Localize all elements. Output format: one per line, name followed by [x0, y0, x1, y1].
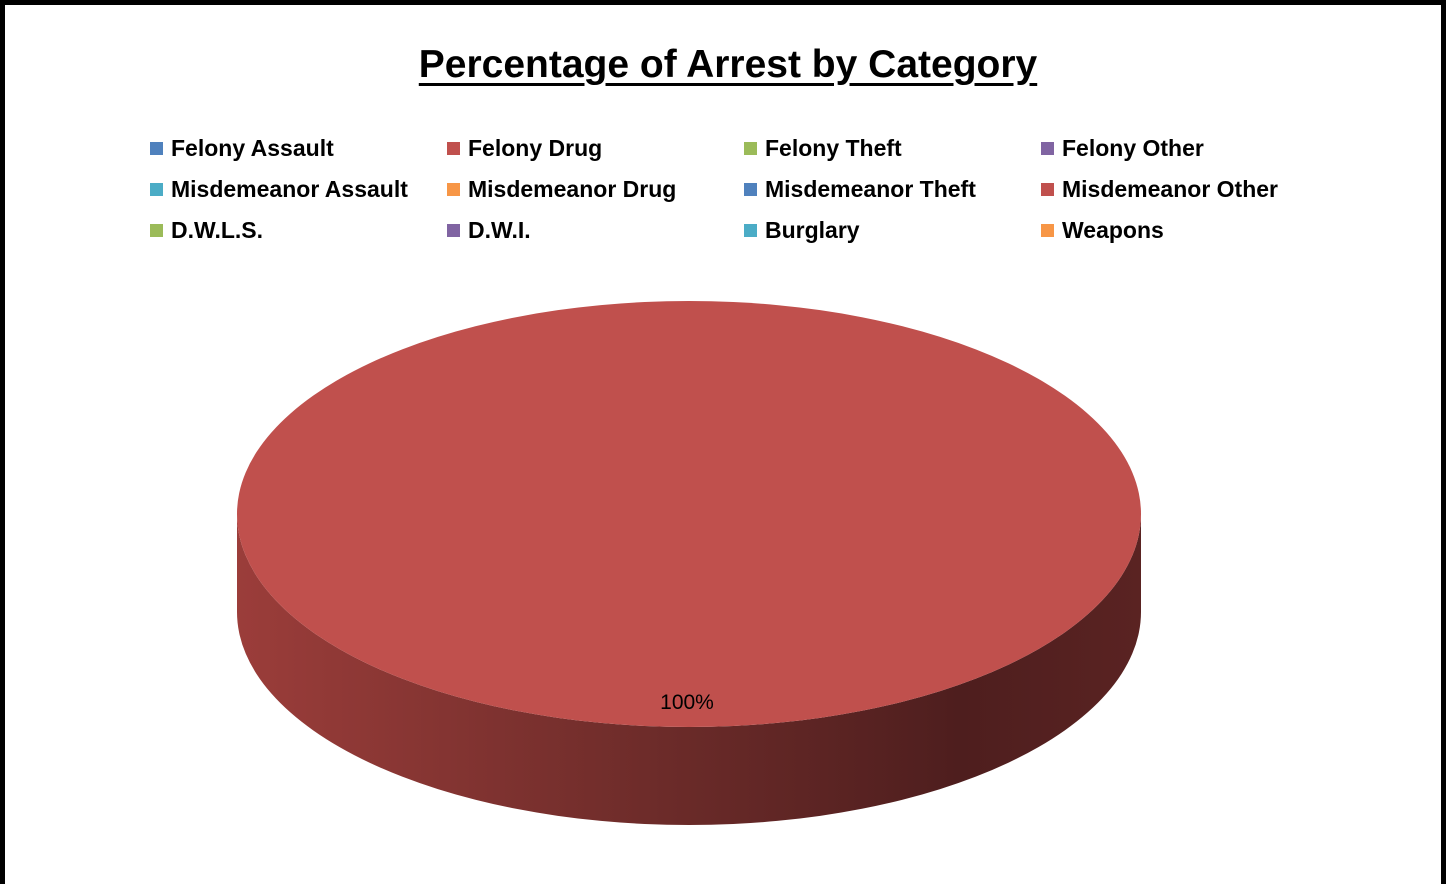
legend-label: Misdemeanor Other [1062, 175, 1278, 202]
legend-item: D.W.I. [447, 215, 531, 245]
legend-item: Felony Assault [150, 133, 334, 163]
legend-item: Weapons [1041, 215, 1164, 245]
legend-label: Burglary [765, 216, 860, 243]
data-label: 100% [660, 691, 714, 714]
legend-label: Weapons [1062, 216, 1164, 243]
legend-swatch [150, 223, 163, 237]
legend-item: Misdemeanor Assault [150, 174, 408, 204]
legend-item: D.W.L.S. [150, 215, 263, 245]
legend-swatch [447, 141, 460, 155]
legend-swatch [1041, 182, 1054, 196]
pie-chart: 100% [237, 301, 1141, 825]
legend-label: Felony Theft [765, 134, 902, 161]
pie-slice [237, 301, 1141, 727]
chart-title: Percentage of Arrest by Category [418, 43, 1038, 86]
legend-swatch [744, 141, 757, 155]
legend-item: Burglary [744, 215, 860, 245]
legend-item: Felony Drug [447, 133, 602, 163]
legend-swatch [744, 182, 757, 196]
legend-swatch [744, 223, 757, 237]
legend-item: Misdemeanor Drug [447, 174, 676, 204]
legend-item: Misdemeanor Theft [744, 174, 976, 204]
legend-label: Felony Other [1062, 134, 1204, 161]
legend-label: D.W.L.S. [171, 216, 263, 243]
legend-label: Felony Assault [171, 134, 334, 161]
legend-swatch [447, 223, 460, 237]
legend-swatch [150, 182, 163, 196]
legend-label: Felony Drug [468, 134, 603, 161]
legend-label: Misdemeanor Theft [765, 175, 976, 202]
legend-item: Misdemeanor Other [1041, 174, 1278, 204]
legend-label: Misdemeanor Drug [468, 175, 677, 202]
legend-item: Felony Other [1041, 133, 1204, 163]
legend-swatch [1041, 141, 1054, 155]
legend-label: D.W.I. [468, 216, 531, 243]
pie-slice-side [237, 514, 1141, 825]
legend-swatch [447, 182, 460, 196]
legend-swatch [150, 141, 163, 155]
legend-label: Misdemeanor Assault [171, 175, 408, 202]
legend-item: Felony Theft [744, 133, 902, 163]
legend-swatch [1041, 223, 1054, 237]
